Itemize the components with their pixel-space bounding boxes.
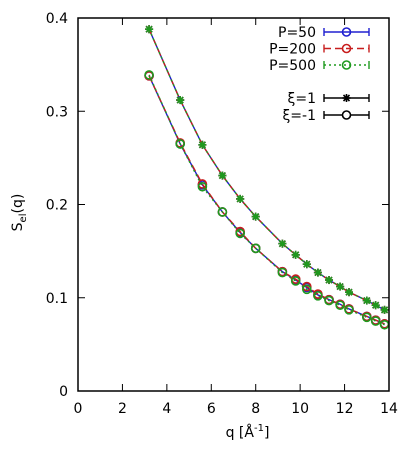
data-point-circle — [302, 284, 312, 295]
series-line — [148, 28, 385, 311]
y-tick-label: 0.1 — [46, 291, 68, 307]
y-tick-label: 0.4 — [46, 11, 68, 27]
asterisk-stroke — [236, 195, 244, 203]
asterisk-stroke — [345, 288, 353, 296]
data-point-asterisk — [251, 212, 260, 221]
data-point-circle — [217, 207, 228, 217]
x-axis-title: q [Å-1] — [226, 423, 270, 441]
x-axis-title-close: ] — [264, 425, 269, 441]
data-point-asterisk — [176, 96, 185, 105]
data-point-circle — [370, 316, 381, 326]
asterisk-stroke — [380, 306, 389, 314]
x-tick-label: 10 — [291, 401, 309, 417]
data-point-circle — [277, 267, 288, 278]
x-axis-title-main: q [Å — [226, 424, 255, 441]
data-point-asterisk — [325, 276, 334, 285]
y-axis-title-tail: (q) — [10, 194, 26, 214]
data-point-asterisk — [336, 282, 345, 291]
legend-label: P=500 — [269, 58, 316, 74]
x-tick-label: 14 — [380, 401, 398, 417]
tick-labels: 0 2 4 6 8 10 12 14 0 0.1 0.2 0.3 0.4 — [46, 11, 398, 417]
legend-swatch-marker — [342, 94, 351, 102]
asterisk-stroke — [292, 251, 300, 259]
data-point-circle — [250, 243, 261, 254]
y-tick-label: 0.3 — [46, 104, 68, 120]
data-point-asterisk — [145, 25, 154, 34]
y-axis-title-sub: el — [18, 213, 29, 222]
asterisk-stroke — [336, 282, 344, 291]
legend-label: ξ=1 — [288, 91, 316, 107]
asterisk-stroke — [176, 96, 184, 104]
data-point-asterisk — [371, 301, 380, 310]
x-tick-label: 0 — [74, 401, 83, 417]
data-point-asterisk — [236, 194, 245, 203]
asterisk-stroke — [363, 296, 371, 305]
x-tick-label: 6 — [207, 401, 216, 417]
asterisk-stroke — [325, 276, 333, 284]
asterisk-stroke — [342, 94, 351, 102]
legend-swatch-marker — [341, 60, 352, 70]
y-axis-title: Sel(q) — [10, 194, 29, 232]
series-line — [148, 75, 385, 325]
data-point-circle — [197, 179, 208, 189]
asterisk-stroke — [145, 25, 153, 33]
legend-label: ξ=-1 — [283, 108, 317, 124]
data-point-circle — [175, 139, 185, 149]
data-point-asterisk — [198, 140, 207, 149]
data-point-asterisk — [313, 268, 322, 277]
x-tick-label: 2 — [118, 401, 127, 417]
y-tick-label: 0.2 — [46, 198, 68, 214]
x-tick-label: 12 — [336, 401, 354, 417]
data-point-asterisk — [345, 288, 354, 297]
data-point-circle — [361, 312, 372, 323]
plot-frame — [77, 17, 390, 392]
series-layer — [144, 25, 390, 330]
asterisk-stroke — [218, 172, 226, 180]
legend-swatch-marker — [341, 27, 352, 37]
data-point-asterisk — [278, 239, 287, 248]
data-point-circle — [344, 305, 354, 315]
asterisk-stroke — [303, 260, 311, 268]
series-line — [148, 74, 385, 326]
data-point-circle — [235, 228, 245, 239]
data-point-asterisk — [218, 171, 227, 180]
y-axis-title-main: S — [10, 222, 26, 231]
asterisk-stroke — [372, 301, 380, 309]
legend-swatch-marker — [341, 43, 352, 54]
legend-label: P=50 — [278, 25, 316, 41]
data-point-asterisk — [291, 250, 300, 259]
data-point-asterisk — [362, 296, 371, 305]
y-tick-label: 0 — [59, 384, 68, 400]
data-point-circle — [144, 70, 154, 80]
legend-swatch-marker — [341, 110, 352, 120]
data-point-asterisk — [302, 260, 311, 269]
asterisk-stroke — [252, 213, 260, 221]
axis-titles: q [Å-1] Sel(q) — [10, 194, 269, 441]
data-point-circle — [324, 295, 334, 306]
asterisk-stroke — [278, 240, 286, 248]
data-point-circle — [197, 181, 208, 192]
asterisk-stroke — [198, 141, 206, 149]
data-point-circle — [335, 300, 345, 311]
x-tick-label: 8 — [251, 401, 260, 417]
legend-label: P=200 — [269, 42, 316, 58]
data-point-asterisk — [380, 305, 389, 314]
x-axis-title-sup: -1 — [254, 423, 264, 434]
asterisk-stroke — [314, 269, 322, 277]
data-point-circle — [290, 276, 301, 286]
data-point-circle — [313, 291, 323, 301]
x-tick-label: 4 — [162, 401, 171, 417]
